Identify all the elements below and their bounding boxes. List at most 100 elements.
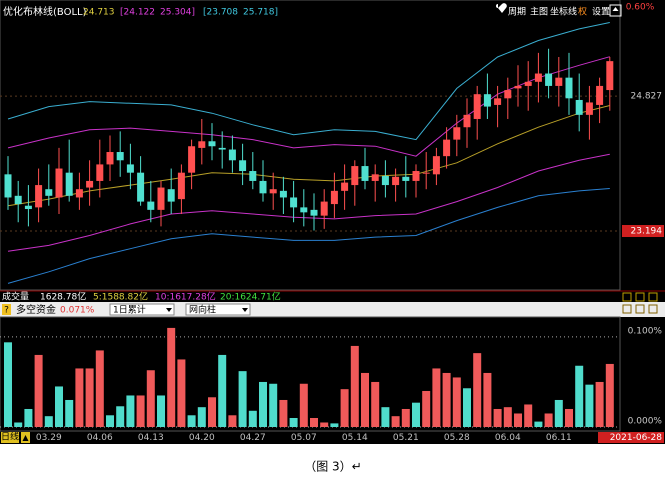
candle-body: [198, 141, 206, 148]
candle-body: [96, 164, 104, 181]
collapse-icon[interactable]: [609, 4, 622, 17]
bar: [106, 415, 114, 427]
candle-body: [75, 189, 83, 198]
candle-body: [330, 190, 338, 205]
bar: [85, 368, 94, 427]
select-box[interactable]: [185, 303, 251, 316]
menu-item[interactable]: 设置: [592, 7, 610, 18]
date-box: [598, 432, 664, 443]
bar: [452, 377, 461, 427]
candle-body: [14, 195, 22, 205]
bar: [75, 368, 84, 427]
bar: [565, 408, 573, 427]
icon[interactable]: [648, 292, 658, 302]
candle-body: [351, 166, 359, 186]
bar: [116, 406, 125, 427]
bar: [442, 372, 451, 427]
candle-body: [239, 160, 247, 172]
bar: [544, 413, 553, 427]
icon[interactable]: [648, 304, 658, 314]
bar: [248, 410, 257, 427]
volume-text: 10:1617.28亿: [155, 291, 216, 303]
flow-header-bar: [0, 302, 665, 317]
volume-text: 20:1624.71亿: [220, 291, 281, 303]
volume-text: 成交量: [2, 291, 29, 303]
bar: [463, 388, 471, 427]
candle-body: [534, 73, 542, 82]
bar: [534, 421, 543, 427]
indicator-line: [7, 22, 610, 141]
bar: [605, 363, 614, 427]
bar: [167, 327, 176, 427]
candle-body: [545, 73, 553, 86]
candle-body: [147, 201, 155, 210]
candle-body: [361, 166, 369, 181]
bar: [330, 423, 339, 427]
volume-text: 5:1588.82亿: [93, 291, 148, 303]
bar: [595, 381, 604, 427]
bar: [371, 381, 380, 427]
bar: [197, 407, 206, 427]
x-tick-label: 04.20: [189, 433, 215, 443]
bar: [493, 408, 502, 427]
bar: [391, 416, 400, 427]
candle-body: [106, 152, 114, 165]
price-panel-frame: [0, 0, 621, 291]
bar: [350, 345, 359, 427]
bar: [259, 381, 267, 427]
candle-body: [483, 94, 491, 107]
select-label: 网向柱: [189, 304, 216, 316]
favorite-icon[interactable]: [496, 3, 507, 13]
x-tick-label: 03.29: [36, 433, 62, 443]
bar: [44, 416, 53, 427]
icon[interactable]: [622, 292, 632, 302]
menu-item[interactable]: 坐标线: [550, 6, 577, 18]
candle-body: [473, 94, 481, 119]
bar: [422, 390, 431, 427]
candle-body: [606, 61, 614, 91]
select-box[interactable]: [109, 303, 175, 316]
candle-body: [494, 98, 502, 105]
candle-body: [4, 174, 12, 198]
indicator-line: [7, 105, 610, 207]
candle-body: [392, 176, 400, 186]
icon[interactable]: [635, 304, 645, 314]
flow-title: 多空资金: [16, 303, 56, 316]
period-box[interactable]: [1, 432, 19, 443]
bar: [575, 365, 584, 427]
candle-body: [167, 189, 175, 202]
bar: [157, 395, 165, 427]
x-tick-label: 06.04: [495, 433, 521, 443]
flow-value: 0.071%: [60, 306, 95, 316]
menu-item[interactable]: 权: [578, 6, 587, 18]
bar: [503, 407, 512, 427]
candle-body: [453, 127, 461, 140]
candle-body: [432, 156, 440, 175]
menu-item[interactable]: 主图: [530, 6, 548, 18]
candle-body: [300, 207, 308, 213]
bar: [361, 372, 369, 427]
background: [0, 0, 665, 444]
icon[interactable]: [635, 292, 645, 302]
candle-body: [422, 172, 430, 174]
icon[interactable]: [622, 304, 632, 314]
help-icon[interactable]: [2, 304, 11, 315]
period-label[interactable]: 日线: [1, 431, 19, 443]
x-tick-label: 05.07: [291, 433, 317, 443]
volume-text: 1628.78亿: [40, 291, 86, 303]
candle-body: [65, 172, 73, 196]
bar: [299, 383, 308, 427]
candle-body: [320, 201, 328, 216]
candle-body: [137, 172, 145, 202]
candle-body: [126, 164, 134, 173]
bar: [55, 386, 63, 427]
period-arrow: [22, 435, 29, 441]
bar: [187, 415, 196, 427]
menu-item[interactable]: 周期: [508, 7, 526, 18]
y-tick-label: 0.100%: [628, 326, 663, 336]
candle-body: [371, 174, 379, 181]
bar: [320, 422, 329, 427]
candle-body: [575, 99, 583, 115]
candle-body: [177, 172, 185, 200]
x-tick-label: 05.14: [342, 433, 368, 443]
